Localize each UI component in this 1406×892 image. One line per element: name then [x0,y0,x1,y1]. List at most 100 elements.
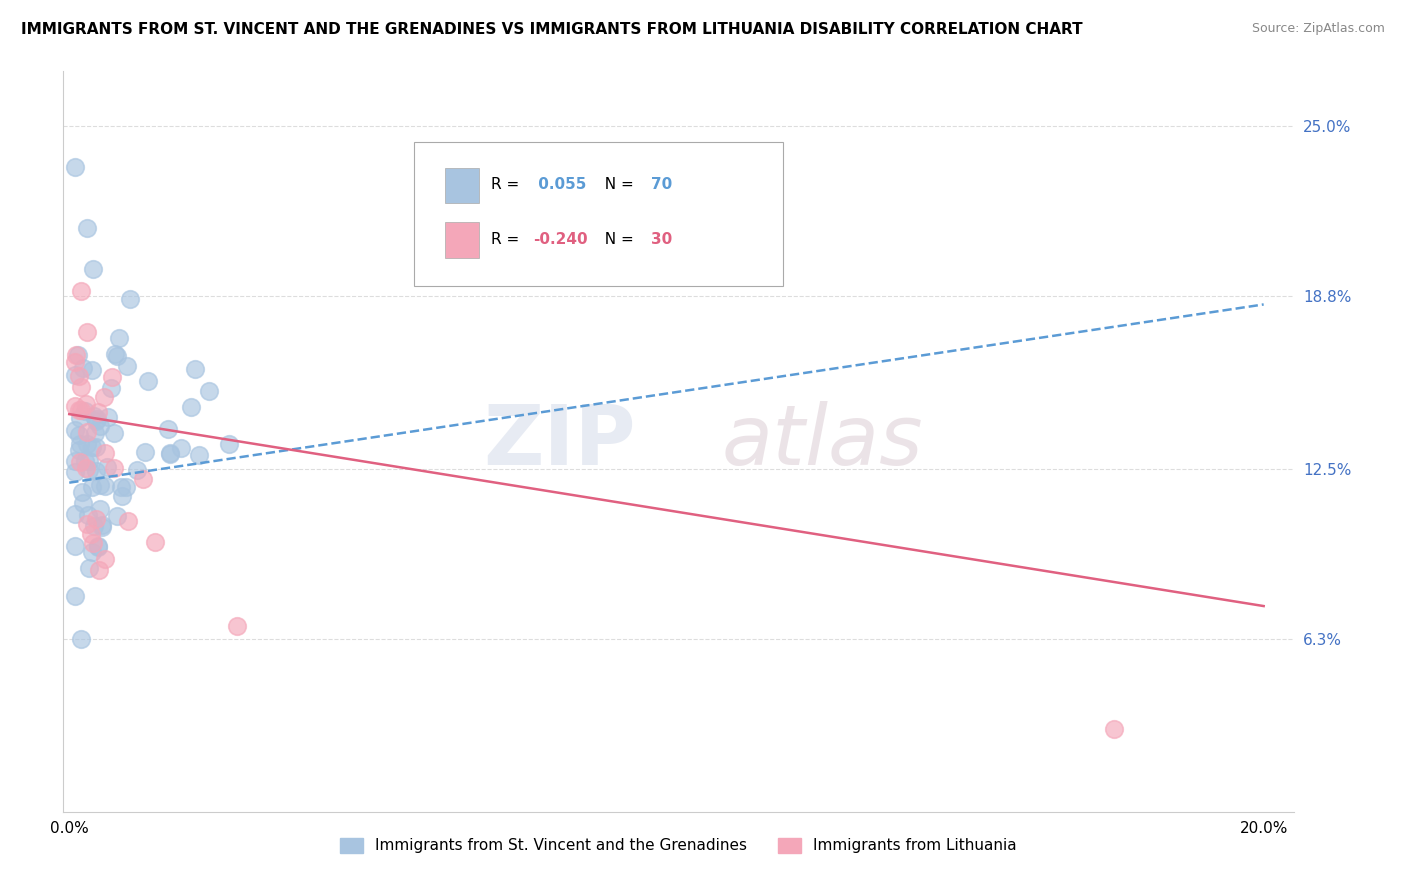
Point [93,390,115,404]
Point [84,512,107,526]
Point [111,489,134,503]
Point [114,480,136,494]
Text: atlas: atlas [721,401,924,482]
Text: ZIP: ZIP [482,401,636,482]
Point [63,508,86,522]
Point [66,348,89,362]
Point [63,355,86,369]
Point [77,463,100,477]
Point [67,368,90,383]
Text: N =: N = [595,178,638,192]
Point [70,632,93,646]
Point [70,284,93,298]
Point [108,331,131,345]
Point [77,508,100,523]
Point [89,478,111,492]
Point [63,399,86,413]
Point [198,384,221,398]
Text: R =: R = [492,232,524,247]
Point [159,446,181,460]
Point [84,440,107,454]
Point [159,447,181,461]
Point [87,405,110,419]
Point [73,403,96,417]
Point [83,519,105,533]
Text: N =: N = [595,232,638,247]
Point [63,589,86,603]
Point [91,520,114,534]
Point [225,618,247,632]
Point [75,396,97,410]
Bar [444,222,479,258]
Point [82,480,104,494]
Point [69,411,91,425]
Point [72,496,94,510]
Point [94,446,117,460]
Point [84,413,107,427]
Legend: Immigrants from St. Vincent and the Grenadines, Immigrants from Lithuania: Immigrants from St. Vincent and the Gren… [335,831,1022,860]
Point [73,454,96,468]
Point [82,261,104,276]
Point [127,463,149,477]
Text: Source: ZipAtlas.com: Source: ZipAtlas.com [1251,22,1385,36]
Point [63,466,86,480]
Point [1104,723,1126,737]
Point [83,409,105,424]
Point [82,536,104,550]
Point [89,502,111,516]
Point [183,361,205,376]
Bar [444,168,479,203]
Point [132,472,155,486]
Point [180,400,202,414]
Point [69,402,91,417]
Point [76,436,98,450]
Point [63,454,86,468]
Point [70,380,93,394]
Point [80,545,103,559]
Point [97,410,120,425]
Point [65,348,87,362]
Point [67,428,90,442]
Point [110,479,132,493]
Point [69,455,91,469]
Point [80,363,103,377]
Point [63,539,86,553]
Point [103,425,125,440]
Point [136,374,159,388]
Text: IMMIGRANTS FROM ST. VINCENT AND THE GRENADINES VS IMMIGRANTS FROM LITHUANIA DISA: IMMIGRANTS FROM ST. VINCENT AND THE GREN… [21,22,1083,37]
Point [87,539,110,553]
Point [90,518,112,533]
Point [143,535,166,549]
Point [86,412,108,426]
Point [72,484,94,499]
Point [80,526,103,541]
Text: 70: 70 [651,178,672,192]
Point [94,552,117,566]
Text: R =: R = [492,178,524,192]
Point [117,359,139,373]
Point [100,381,122,395]
Point [67,403,90,417]
Text: 30: 30 [651,232,672,247]
Point [87,540,110,554]
Point [103,461,125,475]
Point [77,561,100,575]
Point [101,369,124,384]
Point [105,509,128,524]
Point [218,437,240,451]
Point [117,514,139,528]
Point [76,220,98,235]
Point [67,442,90,457]
Point [63,423,86,437]
Point [86,464,108,478]
Point [79,454,101,468]
Point [69,436,91,450]
Point [104,347,127,361]
Text: -0.240: -0.240 [533,232,588,247]
Point [76,325,98,339]
Point [105,349,128,363]
Point [72,360,94,375]
Text: 0.055: 0.055 [533,178,586,192]
Point [89,419,111,434]
Point [120,292,142,306]
